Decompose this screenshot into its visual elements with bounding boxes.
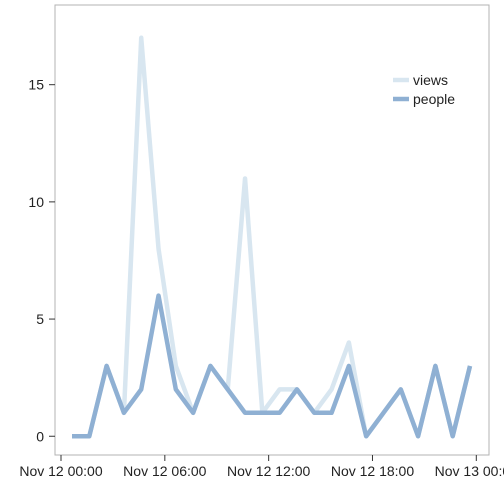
y-tick-label: 15: [28, 77, 44, 93]
legend: views people: [393, 72, 455, 107]
x-tick-label: Nov 12 12:00: [227, 463, 310, 479]
x-axis: Nov 12 00:00 Nov 12 06:00 Nov 12 12:00 Nov …: [19, 455, 504, 479]
x-tick-label: Nov 13 00:00: [435, 463, 504, 479]
y-tick-label: 5: [36, 311, 44, 327]
y-tick-label: 10: [28, 194, 44, 210]
series-line-people: [72, 293, 473, 439]
x-tick-label: Nov 12 00:00: [19, 463, 102, 479]
x-tick-label: Nov 12 18:00: [331, 463, 414, 479]
series-layer: [72, 35, 473, 439]
y-axis: 0 5 10 15: [28, 77, 55, 444]
legend-label-people: people: [413, 91, 455, 107]
legend-label-views: views: [413, 72, 448, 88]
y-tick-label: 0: [36, 428, 44, 444]
x-tick-label: Nov 12 06:00: [123, 463, 206, 479]
